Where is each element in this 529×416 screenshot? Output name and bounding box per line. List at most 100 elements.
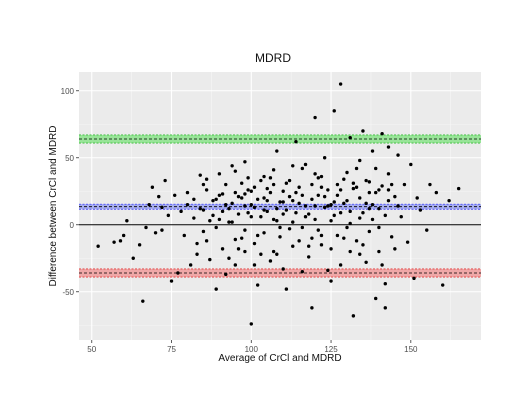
data-point [383, 213, 387, 218]
data-point [227, 256, 231, 260]
data-point [364, 260, 368, 264]
data-point [310, 182, 314, 187]
data-point [291, 244, 295, 248]
data-point [389, 235, 394, 239]
data-point [236, 212, 241, 216]
data-point [157, 194, 161, 199]
data-point [281, 189, 285, 193]
data-point [338, 263, 343, 267]
data-point [255, 233, 260, 238]
x-axis-title: Average of CrCl and MDRD [218, 353, 341, 364]
data-point [441, 283, 445, 287]
data-point [150, 185, 155, 189]
data-point [364, 178, 368, 183]
data-point [428, 182, 432, 187]
x-tick-label: 75 [167, 345, 176, 354]
data-point [294, 211, 298, 215]
data-point [236, 194, 241, 199]
data-point [348, 249, 352, 254]
data-point [240, 196, 244, 200]
x-tick-label: 50 [87, 345, 96, 354]
data-point [233, 237, 238, 242]
data-point [265, 198, 269, 203]
data-point [220, 247, 225, 251]
data-point [255, 197, 260, 201]
data-point [310, 236, 314, 240]
data-point [319, 233, 324, 238]
data-point [214, 225, 218, 230]
data-point [246, 211, 250, 215]
data-point [278, 200, 282, 204]
data-point [227, 220, 231, 224]
data-point [351, 181, 356, 185]
data-point [268, 190, 273, 195]
data-point [262, 208, 266, 212]
data-point [252, 241, 257, 246]
data-point [374, 296, 378, 301]
data-point [246, 188, 250, 192]
data-point [262, 231, 266, 235]
data-point [271, 217, 276, 222]
data-point [329, 279, 333, 283]
data-point [217, 193, 222, 197]
data-point [262, 196, 266, 200]
data-point [319, 185, 324, 189]
data-point [367, 229, 372, 234]
data-point [214, 197, 218, 201]
data-point [153, 231, 158, 235]
data-point [377, 206, 381, 211]
data-point [342, 201, 346, 206]
data-point [220, 192, 225, 196]
data-point [262, 174, 266, 179]
data-point [192, 216, 196, 220]
data-point [338, 188, 343, 192]
data-point [112, 240, 116, 244]
data-point [230, 201, 234, 206]
data-point [217, 217, 222, 222]
data-point [297, 201, 301, 206]
data-point [141, 299, 145, 303]
data-point [338, 211, 343, 215]
data-point [230, 220, 234, 224]
data-point [393, 247, 397, 251]
x-tick-label: 100 [245, 345, 259, 354]
data-point [233, 169, 238, 173]
data-point [338, 82, 343, 86]
data-point [434, 190, 439, 195]
data-point [329, 202, 333, 207]
data-point [307, 244, 311, 248]
data-point [271, 168, 276, 172]
data-point [367, 180, 372, 184]
data-point [147, 202, 151, 207]
data-point [332, 213, 336, 218]
data-point [160, 205, 164, 210]
data-point [281, 212, 285, 216]
data-point [358, 196, 362, 200]
data-point [396, 153, 400, 157]
data-point [412, 276, 416, 281]
data-point [294, 190, 298, 195]
data-points [96, 82, 461, 326]
data-point [377, 249, 381, 254]
data-point [275, 252, 279, 256]
data-point [160, 228, 164, 232]
data-point [176, 271, 180, 275]
data-point [224, 272, 228, 277]
data-point [358, 252, 362, 256]
data-point [345, 225, 349, 230]
data-point [268, 176, 273, 180]
data-point [370, 149, 375, 153]
data-point [370, 217, 375, 222]
data-point [281, 267, 285, 271]
data-point [217, 172, 222, 176]
data-point [243, 228, 247, 232]
data-point [322, 194, 327, 199]
data-point [233, 190, 238, 195]
data-point [345, 198, 349, 203]
data-point [137, 243, 142, 247]
data-point [224, 202, 228, 207]
data-point [259, 178, 263, 183]
data-point [236, 247, 241, 251]
data-point [326, 204, 330, 208]
